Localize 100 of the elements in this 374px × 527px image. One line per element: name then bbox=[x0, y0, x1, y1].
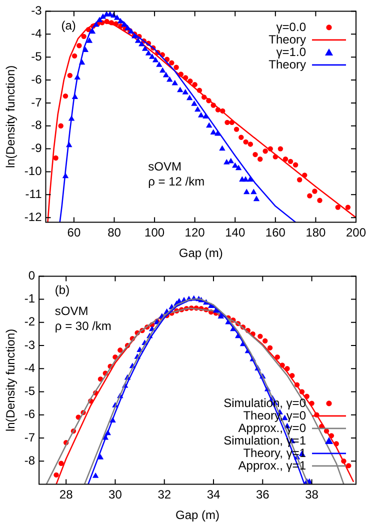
point bbox=[81, 34, 86, 40]
point bbox=[242, 176, 249, 182]
point bbox=[267, 345, 273, 350]
y-tick-label: -6 bbox=[31, 72, 42, 86]
y-tick-label: -3 bbox=[31, 4, 42, 18]
y-tick-label: -7 bbox=[31, 95, 42, 110]
point bbox=[166, 76, 173, 82]
point bbox=[58, 460, 64, 466]
point bbox=[253, 196, 260, 202]
point bbox=[235, 164, 242, 170]
x-tick-label: 160 bbox=[265, 226, 286, 240]
point bbox=[224, 120, 230, 126]
point bbox=[177, 86, 184, 92]
legend-label: Theory bbox=[268, 57, 306, 72]
x-tick-label: 140 bbox=[225, 226, 246, 240]
annotation: (b) bbox=[54, 283, 70, 298]
point bbox=[159, 67, 166, 73]
point bbox=[238, 134, 244, 140]
x-tick-label: 80 bbox=[108, 226, 122, 240]
point bbox=[288, 158, 294, 164]
point bbox=[228, 158, 234, 164]
point bbox=[156, 61, 162, 67]
point bbox=[54, 472, 59, 478]
point bbox=[224, 158, 230, 164]
point bbox=[138, 40, 145, 46]
point bbox=[292, 162, 298, 168]
y-axis-title: ln(Density function) bbox=[4, 328, 18, 432]
legend-label: γ=1.0 bbox=[276, 44, 306, 59]
point bbox=[234, 126, 240, 132]
point bbox=[162, 72, 170, 78]
point bbox=[198, 112, 204, 118]
point bbox=[186, 94, 193, 100]
x-tick-label: 30 bbox=[108, 488, 122, 502]
point bbox=[250, 188, 257, 194]
point bbox=[282, 156, 288, 162]
x-tick-label: 100 bbox=[144, 226, 165, 240]
x-tick-label: 38 bbox=[305, 488, 319, 502]
y-tick-label: -2 bbox=[24, 314, 36, 329]
y-tick-label: -4 bbox=[24, 360, 36, 375]
annotation: (a) bbox=[61, 18, 76, 32]
point bbox=[67, 72, 73, 78]
point bbox=[258, 156, 263, 162]
y-tick-label: -8 bbox=[24, 453, 36, 468]
point bbox=[243, 139, 248, 145]
point bbox=[53, 155, 58, 161]
y-tick-label: -12 bbox=[24, 210, 42, 224]
x-tick-label: 28 bbox=[59, 488, 74, 502]
x-tick-label: 36 bbox=[256, 488, 270, 502]
point bbox=[182, 89, 188, 94]
point bbox=[134, 37, 142, 43]
point bbox=[169, 60, 174, 66]
point bbox=[296, 177, 302, 182]
point bbox=[252, 152, 258, 158]
point bbox=[97, 454, 104, 460]
annotation: sOVM bbox=[54, 304, 88, 318]
x-tick-label: 34 bbox=[206, 488, 220, 502]
point bbox=[262, 148, 268, 154]
y-tick-label: -7 bbox=[24, 430, 36, 444]
point bbox=[210, 129, 216, 135]
point bbox=[72, 53, 78, 59]
point bbox=[86, 37, 93, 43]
point bbox=[248, 142, 254, 147]
y-tick-label: -4 bbox=[31, 26, 42, 40]
y-tick-label: -5 bbox=[31, 49, 42, 64]
point bbox=[317, 198, 322, 204]
point bbox=[312, 188, 318, 194]
annotation: ρ = 12 /km bbox=[148, 174, 205, 189]
x-axis-title: Gap (m) bbox=[178, 246, 223, 260]
point bbox=[192, 82, 198, 88]
point bbox=[274, 354, 280, 360]
y-tick-label: -11 bbox=[25, 186, 42, 201]
point bbox=[258, 334, 263, 339]
point bbox=[152, 56, 159, 62]
point bbox=[172, 80, 178, 86]
point bbox=[145, 50, 152, 56]
point bbox=[62, 93, 68, 99]
y-tick-label: -3 bbox=[24, 338, 36, 352]
point bbox=[307, 193, 312, 198]
y-tick-label: -9 bbox=[31, 141, 42, 156]
point bbox=[76, 43, 82, 48]
x-tick-label: 180 bbox=[306, 226, 326, 240]
legend-label: Approx., γ=0 bbox=[238, 420, 306, 435]
point bbox=[345, 204, 351, 210]
point bbox=[206, 122, 212, 128]
y-tick-label: 0 bbox=[28, 268, 36, 283]
x-tick-label: 120 bbox=[184, 226, 206, 240]
y-tick-label: -1 bbox=[24, 292, 36, 306]
point bbox=[118, 348, 123, 353]
x-tick-label: 200 bbox=[346, 226, 366, 240]
point bbox=[92, 472, 99, 478]
y-tick-label: -8 bbox=[31, 118, 42, 132]
y-tick-label: -10 bbox=[24, 164, 42, 178]
point bbox=[335, 204, 340, 210]
x-tick-label: 60 bbox=[67, 226, 81, 240]
x-tick-label: 32 bbox=[158, 488, 172, 502]
point bbox=[278, 146, 284, 152]
point bbox=[194, 106, 201, 112]
point bbox=[149, 53, 156, 59]
point bbox=[142, 45, 148, 51]
point bbox=[243, 188, 250, 194]
